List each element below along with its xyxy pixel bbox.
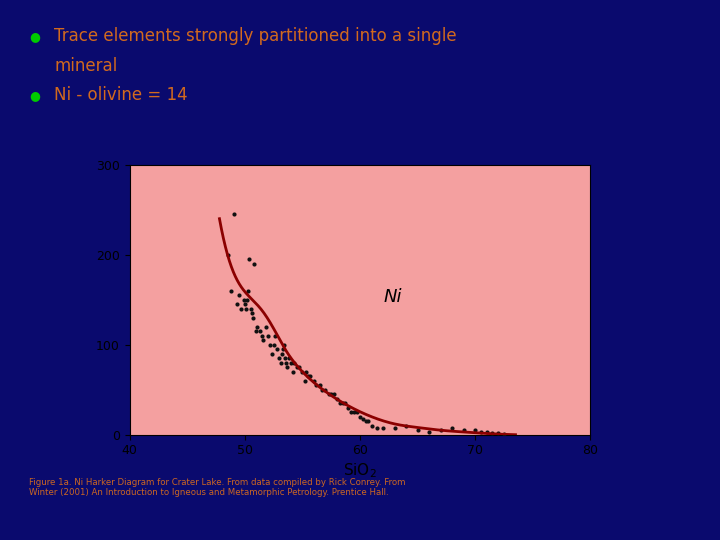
Point [323, 390, 335, 399]
Point [241, 295, 253, 304]
Text: Trace elements strongly partitioned into a single: Trace elements strongly partitioned into… [54, 27, 456, 45]
Point [246, 309, 258, 318]
Point [492, 429, 504, 437]
Point [389, 423, 400, 432]
Point [335, 399, 346, 408]
Point [251, 327, 262, 335]
Point [239, 300, 251, 308]
Point [469, 426, 481, 435]
Point [285, 359, 297, 367]
Point [282, 363, 293, 372]
Point [243, 286, 254, 295]
Point [256, 332, 268, 340]
Point [343, 403, 354, 412]
Point [314, 381, 325, 389]
Point [305, 372, 316, 381]
Point [243, 255, 255, 264]
Point [271, 345, 283, 354]
Point [264, 340, 276, 349]
Point [300, 367, 312, 376]
Point [310, 381, 322, 389]
Point [377, 423, 389, 432]
Point [248, 259, 260, 268]
Point [348, 408, 360, 416]
Point [293, 363, 305, 372]
Point [475, 428, 487, 436]
Point [262, 332, 274, 340]
Point [435, 426, 446, 435]
Point [297, 367, 308, 376]
Point [328, 390, 339, 399]
Point [276, 349, 287, 358]
Point [287, 367, 299, 376]
Point [269, 332, 281, 340]
Text: ●: ● [29, 30, 40, 43]
Point [400, 421, 412, 430]
Point [247, 313, 258, 322]
Point [254, 327, 266, 335]
Point [283, 354, 294, 362]
Point [302, 372, 314, 381]
Point [366, 421, 377, 430]
Text: Ni: Ni [383, 287, 402, 306]
Point [275, 359, 287, 367]
Point [320, 386, 331, 394]
Point [278, 340, 289, 349]
Point [240, 305, 252, 313]
Point [345, 408, 356, 416]
Text: Ni - olivine = 14: Ni - olivine = 14 [54, 86, 188, 104]
Text: ●: ● [29, 89, 40, 102]
Point [362, 417, 374, 426]
Point [260, 322, 271, 331]
Point [274, 354, 285, 362]
Point [360, 417, 372, 426]
Point [498, 429, 510, 438]
Point [252, 322, 264, 331]
Point [281, 359, 292, 367]
Point [279, 354, 291, 362]
Point [233, 291, 245, 300]
Point [316, 386, 328, 394]
Point [229, 210, 240, 219]
Point [354, 413, 366, 421]
Point [372, 423, 383, 432]
Text: Figure 1a. Ni Harker Diagram for Crater Lake. From data compiled by Rick Conrey.: Figure 1a. Ni Harker Diagram for Crater … [29, 478, 405, 497]
Point [325, 390, 337, 399]
Point [481, 428, 492, 436]
Point [308, 376, 320, 385]
Point [487, 429, 498, 437]
Point [268, 340, 279, 349]
Point [258, 336, 269, 345]
Point [458, 426, 469, 435]
Point [331, 394, 343, 403]
Point [235, 305, 247, 313]
Point [222, 251, 233, 259]
Text: mineral: mineral [54, 57, 117, 75]
Point [412, 426, 423, 435]
Point [266, 349, 278, 358]
Point [289, 359, 300, 367]
Point [339, 399, 351, 408]
Text: SiO$_2$: SiO$_2$ [343, 462, 377, 481]
Point [351, 408, 362, 416]
Point [423, 428, 435, 436]
Point [446, 423, 458, 432]
Point [358, 414, 369, 423]
Point [337, 399, 348, 408]
Point [231, 300, 243, 308]
Point [291, 363, 302, 372]
Point [238, 295, 249, 304]
Point [225, 286, 237, 295]
Point [277, 345, 289, 354]
Point [245, 305, 256, 313]
Point [299, 376, 310, 385]
